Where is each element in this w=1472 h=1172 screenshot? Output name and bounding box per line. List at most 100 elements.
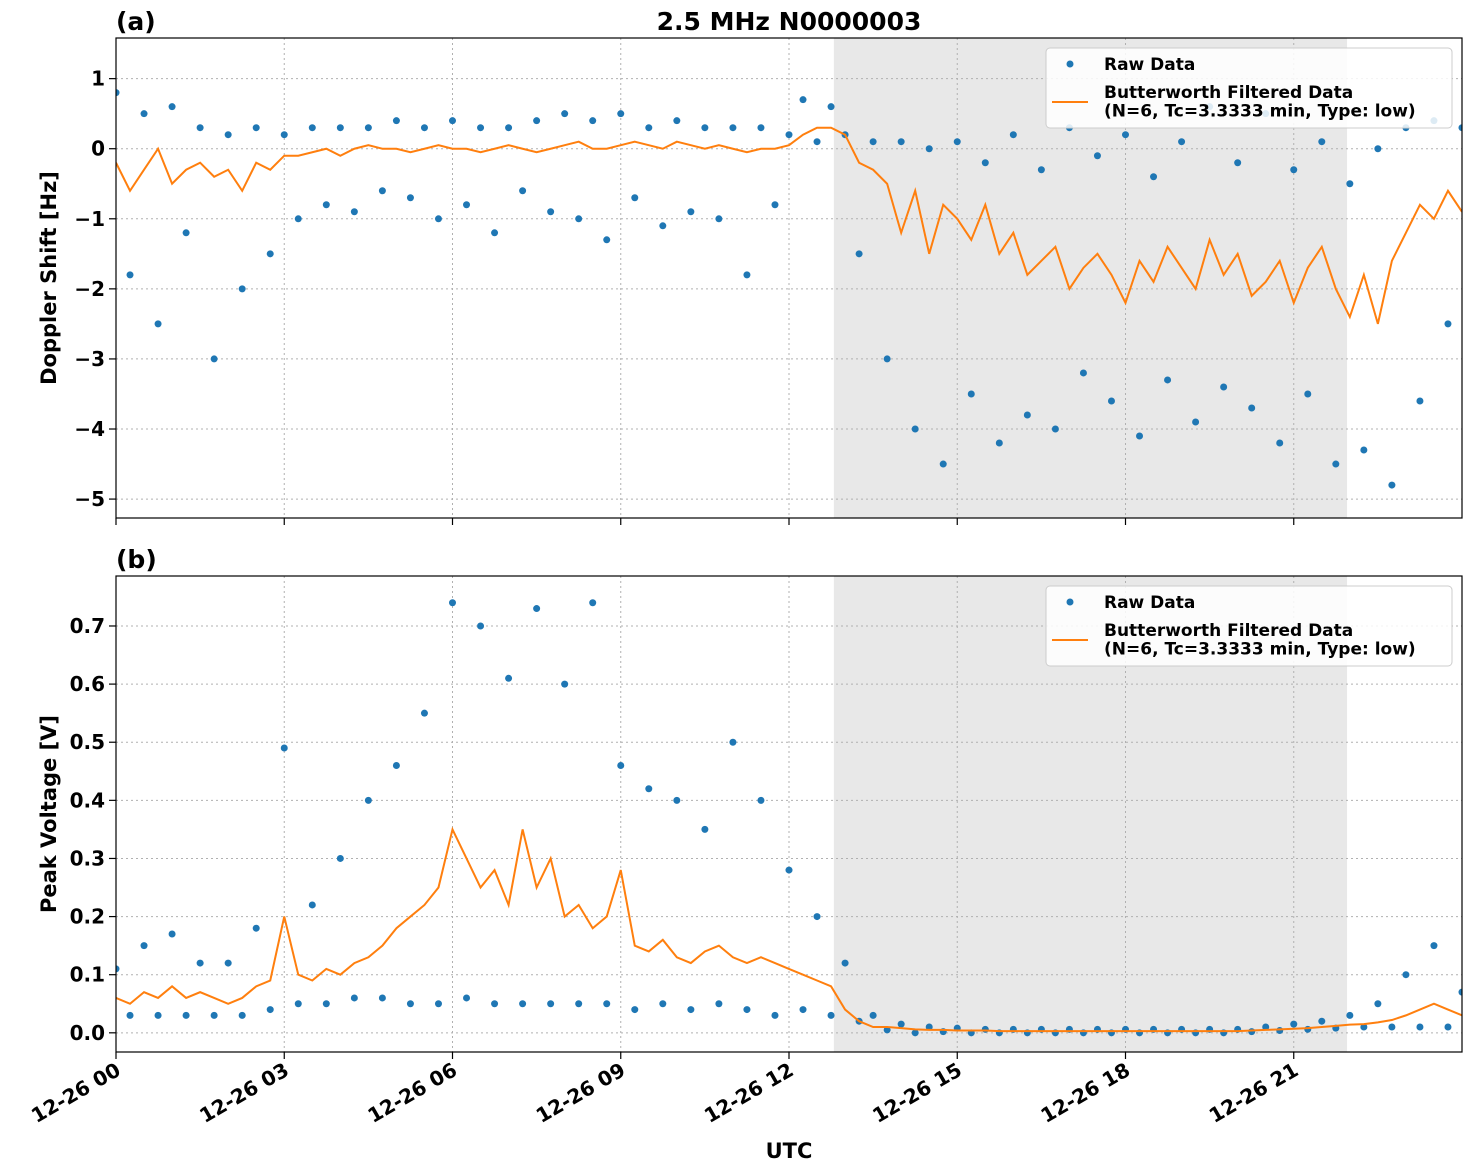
raw-point — [266, 1006, 274, 1014]
raw-point — [911, 1029, 919, 1037]
raw-point — [336, 854, 344, 862]
x-tick-label: 12-26 03 — [195, 1058, 293, 1128]
y-tick-label: 0 — [91, 137, 105, 161]
raw-point — [196, 959, 204, 967]
raw-point — [1276, 439, 1284, 447]
raw-point — [449, 599, 456, 607]
raw-point — [308, 901, 316, 909]
raw-point — [1079, 369, 1087, 377]
raw-point — [1416, 397, 1424, 405]
raw-point — [659, 1000, 667, 1008]
raw-point — [519, 1000, 527, 1008]
x-tick-label: 12-26 00 — [27, 1058, 125, 1128]
axes-frame — [115, 37, 1463, 519]
raw-point — [603, 1000, 611, 1008]
y-tick-label: 0.6 — [70, 672, 105, 696]
raw-point — [715, 1000, 723, 1008]
raw-point — [799, 96, 807, 104]
raw-point — [519, 187, 527, 195]
raw-point — [252, 124, 260, 132]
raw-point — [897, 138, 905, 146]
raw-point — [491, 229, 499, 237]
raw-point — [575, 215, 583, 223]
legend-marker — [1066, 598, 1074, 606]
panel-label: (a) — [116, 7, 156, 36]
raw-point — [406, 1000, 414, 1008]
raw-point — [154, 1011, 162, 1019]
raw-point — [1318, 138, 1326, 146]
raw-point — [743, 1006, 751, 1014]
raw-point — [603, 236, 611, 244]
raw-point — [1178, 138, 1186, 146]
raw-point — [420, 709, 428, 717]
raw-point — [1360, 1023, 1368, 1031]
raw-point — [645, 124, 653, 132]
y-tick-label: 0.0 — [70, 1021, 105, 1045]
raw-point — [799, 1006, 807, 1014]
raw-point — [827, 103, 835, 111]
raw-point — [673, 117, 681, 125]
filtered-line — [116, 126, 1462, 325]
raw-point — [182, 229, 190, 237]
raw-point — [589, 599, 597, 607]
raw-point — [631, 194, 639, 202]
raw-point — [350, 208, 358, 216]
legend-box — [1045, 585, 1453, 667]
raw-point — [1220, 383, 1228, 391]
raw-point — [1346, 1011, 1354, 1019]
raw-point — [1262, 1023, 1270, 1031]
raw-point — [406, 194, 414, 202]
raw-point — [1023, 411, 1031, 419]
raw-point — [687, 208, 695, 216]
raw-point — [617, 761, 625, 769]
raw-point — [210, 1011, 218, 1019]
x-axis-label: UTC — [766, 1139, 813, 1163]
legend-label: Raw Data — [1104, 593, 1195, 613]
y-tick-label: −4 — [74, 417, 105, 441]
chart-title: 2.5 MHz N0000003 — [657, 7, 922, 36]
raw-point — [701, 825, 709, 833]
raw-point — [463, 994, 471, 1002]
raw-point — [729, 124, 737, 132]
raw-point — [1122, 131, 1129, 139]
raw-point — [1458, 988, 1462, 996]
raw-point — [224, 131, 232, 139]
x-tick-label: 12-26 06 — [363, 1058, 461, 1128]
raw-point — [168, 103, 176, 111]
y-tick-label: −5 — [74, 487, 105, 511]
raw-point — [420, 124, 428, 132]
raw-point — [1136, 432, 1144, 440]
raw-point — [1318, 1017, 1326, 1025]
raw-point — [252, 924, 260, 932]
raw-point — [1164, 376, 1172, 384]
y-tick-label: 0.2 — [70, 905, 105, 929]
raw-point — [1234, 159, 1242, 167]
raw-point — [533, 117, 541, 125]
raw-point — [547, 208, 555, 216]
raw-point — [308, 124, 316, 132]
raw-point — [645, 785, 653, 793]
raw-point — [1360, 446, 1368, 454]
raw-point — [294, 1000, 302, 1008]
raw-point — [687, 1006, 695, 1014]
raw-point — [981, 1025, 989, 1033]
raw-point — [224, 959, 232, 967]
raw-point — [322, 1000, 330, 1008]
raw-point — [617, 110, 625, 118]
raw-point — [771, 1011, 779, 1019]
raw-point — [533, 605, 541, 613]
raw-point — [785, 131, 793, 139]
raw-point — [925, 1023, 933, 1031]
raw-point — [477, 622, 485, 630]
raw-point — [182, 1011, 190, 1019]
raw-point — [897, 1020, 905, 1028]
raw-point — [1388, 1023, 1396, 1031]
raw-point — [743, 271, 751, 279]
raw-point — [196, 124, 204, 132]
x-tick-label: 12-26 18 — [1036, 1058, 1134, 1128]
raw-point — [1374, 1000, 1382, 1008]
y-axis-label: Doppler Shift [Hz] — [37, 171, 61, 385]
raw-point — [785, 866, 793, 874]
raw-point — [294, 215, 302, 223]
